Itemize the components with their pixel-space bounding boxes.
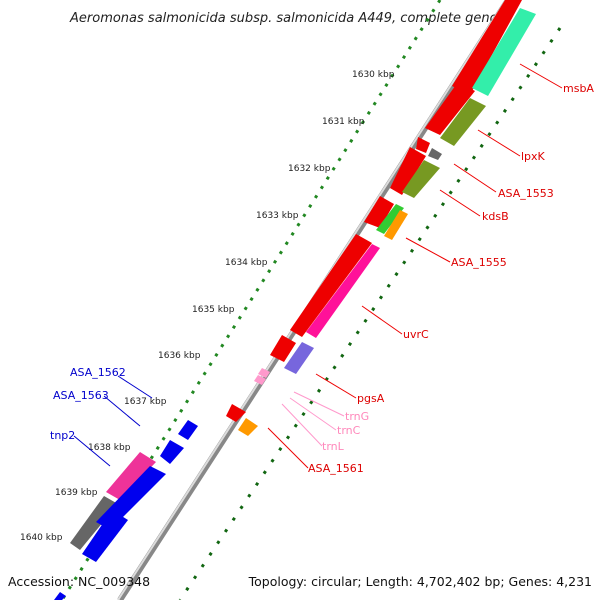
gene-block[interactable] [284, 342, 314, 374]
inner-dotted-ring [178, 27, 562, 600]
gene-label-uvrC[interactable]: uvrC [403, 328, 429, 341]
gene-block[interactable] [82, 510, 128, 562]
gene-block[interactable] [402, 160, 440, 198]
gene-block[interactable] [226, 404, 246, 422]
gene-label-asa1553[interactable]: ASA_1553 [498, 187, 554, 200]
gene-block[interactable] [452, 0, 522, 95]
forward-strand [54, 0, 522, 600]
gene-block[interactable] [306, 244, 380, 338]
tick-1638: 1638 kbp [88, 443, 131, 453]
gene-label-kdsB[interactable]: kdsB [482, 210, 509, 223]
gene-block[interactable] [428, 148, 442, 160]
gene-label-lpxK[interactable]: lpxK [521, 150, 546, 163]
outer-dotted-ring [60, 0, 442, 600]
gene-block[interactable] [270, 335, 296, 362]
tick-1632: 1632 kbp [288, 164, 331, 174]
gene-label-asa1555[interactable]: ASA_1555 [451, 256, 507, 269]
gene-label-asa1561[interactable]: ASA_1561 [308, 462, 364, 475]
tick-1640: 1640 kbp [20, 533, 63, 543]
gene-label-asa1562[interactable]: ASA_1562 [70, 366, 126, 379]
tick-1635: 1635 kbp [192, 305, 235, 315]
gene-block[interactable] [440, 98, 486, 146]
gene-block[interactable] [364, 196, 394, 228]
gene-label-trnG[interactable]: trnG [345, 410, 369, 423]
gene-block[interactable] [70, 496, 118, 550]
tick-labels: 1630 kbp 1631 kbp 1632 kbp 1633 kbp 1634… [20, 70, 395, 543]
gene-label-msbA[interactable]: msbA [563, 82, 594, 95]
gene-label-asa1563[interactable]: ASA_1563 [53, 389, 109, 402]
topology-text: Topology: circular; Length: 4,702,402 bp… [248, 574, 592, 589]
trna-block[interactable] [258, 368, 270, 378]
label-leaders [73, 63, 563, 469]
tick-1637: 1637 kbp [124, 397, 167, 407]
gene-block[interactable] [425, 82, 475, 135]
reverse-strand [238, 8, 536, 436]
map-title: Aeromonas salmonicida subsp. salmonicida… [69, 11, 510, 26]
trna-block[interactable] [254, 375, 266, 385]
tick-1633: 1633 kbp [256, 211, 299, 221]
tick-1634: 1634 kbp [225, 258, 268, 268]
gene-block[interactable] [54, 592, 66, 600]
gene-block[interactable] [178, 420, 198, 440]
gene-label-pgsA[interactable]: pgsA [357, 392, 385, 405]
tick-1630: 1630 kbp [352, 70, 395, 80]
gene-block[interactable] [106, 452, 156, 500]
gene-label-trnC[interactable]: trnC [337, 424, 361, 437]
gene-block[interactable] [290, 234, 372, 337]
gene-block[interactable] [160, 440, 184, 464]
gene-block[interactable] [390, 147, 426, 195]
tick-1636: 1636 kbp [158, 351, 201, 361]
gene-label-tnp2[interactable]: tnp2 [50, 429, 75, 442]
gene-block[interactable] [472, 8, 536, 96]
gene-labels: msbA lpxK ASA_1553 kdsB ASA_1555 uvrC pg… [50, 82, 594, 475]
accession-text: Accession: NC_009348 [8, 574, 150, 589]
gene-label-trnL[interactable]: trnL [322, 440, 345, 453]
tick-1631: 1631 kbp [322, 117, 365, 127]
gene-block[interactable] [416, 137, 430, 153]
gene-block[interactable] [376, 204, 404, 234]
gene-block[interactable] [384, 210, 408, 240]
tick-1639: 1639 kbp [55, 488, 98, 498]
gene-block[interactable] [238, 418, 258, 436]
